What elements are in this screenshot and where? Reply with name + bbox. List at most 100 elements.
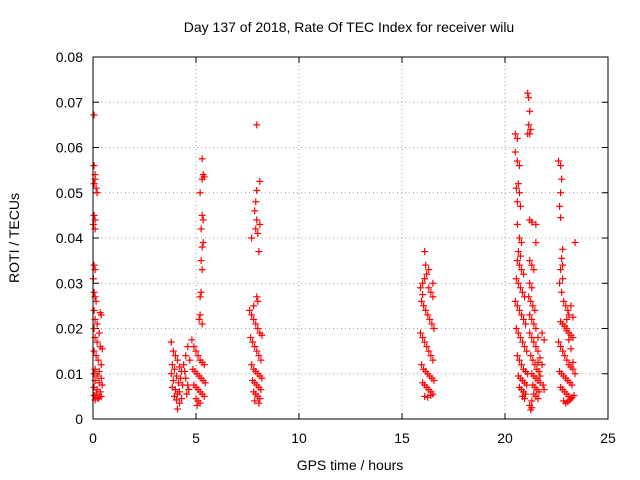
data-point (419, 334, 427, 342)
data-point (198, 155, 206, 163)
data-point (515, 162, 523, 170)
data-point (526, 279, 534, 287)
data-point (539, 381, 547, 389)
data-point (526, 107, 534, 115)
data-point (90, 162, 98, 170)
data-point (418, 361, 426, 369)
data-point (556, 202, 564, 210)
x-axis-label: GPS time / hours (297, 457, 404, 473)
data-point (93, 372, 101, 380)
data-point (94, 356, 102, 364)
data-point (90, 325, 98, 332)
data-point (171, 386, 179, 394)
y-tick-label: 0.01 (56, 366, 83, 382)
data-point (173, 356, 181, 364)
data-point (429, 356, 437, 364)
data-point (517, 239, 525, 247)
data-point (90, 261, 98, 269)
data-point (515, 261, 523, 269)
data-point (251, 207, 259, 215)
data-point (567, 302, 575, 310)
data-point (557, 189, 565, 197)
data-point (534, 334, 542, 342)
data-point (525, 293, 533, 301)
data-point (521, 395, 529, 403)
y-tick-label: 0.02 (56, 321, 83, 337)
data-point (95, 367, 103, 375)
data-point (513, 198, 521, 206)
data-points (89, 89, 579, 414)
data-point (173, 405, 181, 413)
data-point (167, 338, 175, 346)
data-point (421, 392, 429, 400)
y-tick-label: 0.08 (56, 49, 83, 65)
data-point (425, 266, 433, 274)
data-point (528, 315, 536, 323)
data-point (94, 395, 102, 403)
data-point (258, 331, 266, 339)
data-point (527, 125, 535, 133)
data-point (571, 370, 579, 378)
data-point (421, 248, 429, 256)
data-point (559, 275, 567, 283)
data-point (254, 297, 262, 305)
data-point (252, 320, 260, 328)
data-point (98, 345, 106, 353)
data-point (557, 214, 565, 222)
data-point (185, 386, 193, 394)
data-point (248, 311, 256, 319)
data-point (90, 391, 98, 399)
data-point (514, 248, 522, 256)
data-point (186, 356, 194, 364)
data-point (528, 261, 536, 269)
data-point (512, 275, 520, 283)
data-point (196, 189, 204, 197)
data-point (514, 279, 522, 287)
data-point (555, 338, 563, 346)
data-point (92, 297, 100, 305)
data-point (571, 239, 579, 247)
data-point (169, 377, 177, 385)
data-point (425, 347, 433, 355)
data-point (199, 216, 207, 224)
data-point (249, 338, 257, 346)
data-point (252, 225, 260, 233)
x-tick-label: 5 (192, 430, 200, 446)
data-point (528, 218, 536, 226)
data-point (557, 343, 565, 351)
data-point (527, 297, 535, 305)
data-point (183, 390, 191, 398)
x-tick-label: 0 (89, 430, 97, 446)
data-point (536, 372, 544, 380)
data-point (569, 334, 577, 342)
data-point (197, 257, 205, 265)
data-point (90, 306, 98, 314)
data-point (568, 381, 576, 389)
data-point (514, 329, 522, 337)
data-point (532, 343, 540, 351)
data-point (167, 370, 175, 378)
data-point (513, 220, 521, 228)
data-point (513, 134, 521, 142)
data-point (199, 239, 207, 247)
data-point (512, 325, 520, 332)
data-point (569, 358, 577, 366)
data-point (532, 325, 540, 332)
data-point (197, 225, 205, 233)
data-point (93, 189, 101, 197)
data-point (255, 248, 263, 256)
data-point (194, 352, 202, 360)
data-point (528, 284, 536, 292)
data-point (559, 347, 567, 355)
data-point (521, 343, 529, 351)
data-point (430, 377, 438, 385)
data-point (559, 261, 567, 269)
data-point (422, 261, 430, 269)
data-point (528, 397, 536, 405)
data-point (424, 311, 432, 319)
data-point (519, 338, 527, 346)
data-point (90, 211, 98, 219)
y-tick-label: 0 (75, 411, 83, 427)
x-tick-label: 15 (394, 430, 410, 446)
data-point (525, 121, 533, 129)
